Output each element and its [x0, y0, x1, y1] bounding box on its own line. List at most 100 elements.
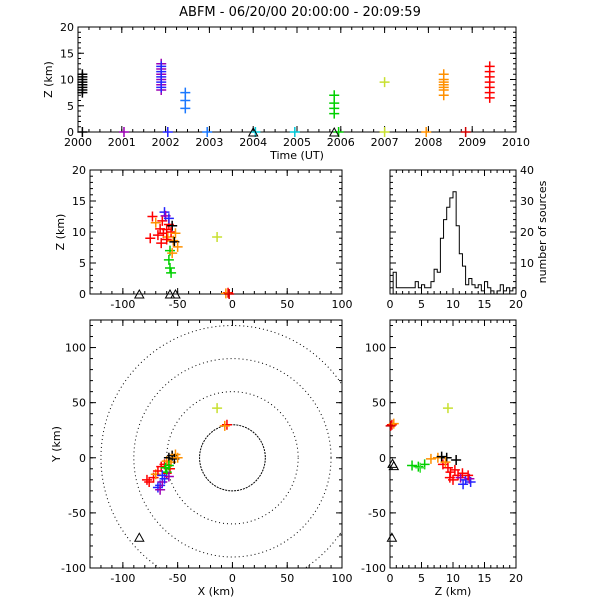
- ground-point: [460, 127, 471, 137]
- plan-point: [221, 419, 232, 430]
- x-tick-label: -50: [169, 298, 187, 311]
- x-tick-label: 2000: [64, 136, 92, 149]
- range-ring: [166, 391, 299, 525]
- x-height-point: [168, 235, 179, 246]
- y-tick-label: 20: [60, 21, 74, 34]
- ground-point: [77, 127, 88, 137]
- x-height-point: [161, 234, 172, 245]
- x-tick-label: 50: [280, 298, 294, 311]
- z-y-point: [451, 454, 462, 465]
- x-height-ylabel: Z (km): [54, 214, 67, 251]
- ground-point: [162, 127, 173, 137]
- range-ring: [100, 325, 342, 568]
- plan-view-panel: -100 -50 0 50 100 -100 -50 0 50 100 X (km) Y (km): [50, 319, 353, 598]
- station-marker: [247, 126, 259, 137]
- x-tick-label: 20: [509, 572, 523, 585]
- x-tick-label: -100: [110, 298, 135, 311]
- plan-point: [160, 462, 171, 473]
- z-y-point: [455, 472, 466, 483]
- plan-point: [141, 474, 152, 485]
- ground-point: [118, 127, 129, 137]
- y-tick-label: 0: [379, 452, 386, 465]
- station-marker: [170, 288, 181, 299]
- time-height-point: [180, 87, 191, 98]
- station-marker: [133, 532, 145, 542]
- x-tick-label: 2002: [152, 136, 180, 149]
- time-height-panel: 2000 2001 2002 2003 2004 2005 2006 2007 2008 2009…: [42, 21, 530, 162]
- z-y-point: [457, 468, 468, 479]
- y-tick-label: 10: [520, 257, 534, 270]
- x-height-point: [172, 241, 183, 252]
- plan-point: [152, 482, 163, 493]
- x-height-point: [167, 220, 178, 231]
- plan-view-frame: [89, 319, 343, 569]
- z-y-frame: [389, 319, 517, 569]
- x-height-point: [145, 233, 156, 244]
- station-marker: [133, 288, 145, 299]
- x-tick-label: 2010: [502, 136, 530, 149]
- z-y-point: [440, 457, 451, 468]
- x-tick-label: 10: [446, 298, 460, 311]
- y-tick-label: 40: [520, 164, 534, 177]
- time-height-point: [438, 69, 449, 80]
- x-tick-label: 2009: [458, 136, 486, 149]
- z-y-point: [385, 420, 396, 431]
- station-marker: [388, 460, 400, 471]
- ground-point: [289, 127, 300, 137]
- x-tick-label: 50: [280, 572, 294, 585]
- x-tick-label: 0: [229, 572, 236, 585]
- x-tick-label: 2005: [283, 136, 311, 149]
- x-tick-label: 0: [387, 298, 394, 311]
- x-tick-label: 0: [229, 298, 236, 311]
- ground-point: [202, 127, 213, 137]
- x-tick-label: 5: [418, 572, 425, 585]
- ground-point: [379, 127, 390, 137]
- z-y-point: [441, 452, 452, 463]
- x-height-point: [166, 227, 177, 237]
- x-tick-label: 2008: [414, 136, 442, 149]
- ground-point: [421, 127, 432, 137]
- x-height-point: [163, 213, 174, 224]
- time-height-point: [379, 77, 390, 88]
- x-tick-label: -100: [110, 572, 135, 585]
- y-tick-label: 0: [67, 126, 74, 139]
- x-tick-label: -50: [169, 572, 187, 585]
- plan-point: [219, 420, 230, 431]
- x-height-point: [161, 224, 172, 235]
- y-tick-label: 20: [72, 164, 86, 177]
- z-y-point: [442, 462, 453, 473]
- z-y-point: [444, 472, 455, 483]
- x-height-point: [152, 230, 163, 241]
- z-y-point: [415, 462, 426, 473]
- x-tick-label: 2004: [239, 136, 267, 149]
- y-tick-label: 100: [65, 342, 86, 355]
- y-tick-label: 0: [79, 452, 86, 465]
- x-height-frame: [89, 169, 343, 295]
- range-ring: [133, 358, 332, 558]
- x-height-point: [164, 262, 175, 273]
- time-height-frame: [77, 26, 517, 133]
- plan-view-xlabel: X (km): [198, 585, 235, 598]
- station-marker: [164, 288, 176, 299]
- x-tick-label: 0: [387, 572, 394, 585]
- z-y-point: [453, 470, 464, 481]
- range-ring: [199, 424, 266, 492]
- figure-title: ABFM - 06/20/00 20:00:00 - 20:09:59: [179, 5, 421, 20]
- x-height-point: [167, 248, 178, 259]
- y-tick-label: 10: [60, 74, 74, 87]
- y-tick-label: 0: [520, 288, 527, 301]
- x-tick-label: 15: [478, 298, 492, 311]
- z-y-point: [437, 459, 448, 470]
- height-histogram-ylabel: number of sources: [536, 180, 549, 283]
- y-tick-label: 5: [79, 257, 86, 270]
- z-y-point: [449, 464, 460, 475]
- plan-point: [163, 471, 174, 482]
- plan-point: [157, 470, 168, 481]
- x-tick-label: 15: [478, 572, 492, 585]
- plan-point: [155, 484, 166, 495]
- y-tick-label: 50: [372, 397, 386, 410]
- y-tick-label: 100: [365, 342, 386, 355]
- x-height-point: [147, 211, 158, 222]
- y-tick-label: 5: [67, 100, 74, 113]
